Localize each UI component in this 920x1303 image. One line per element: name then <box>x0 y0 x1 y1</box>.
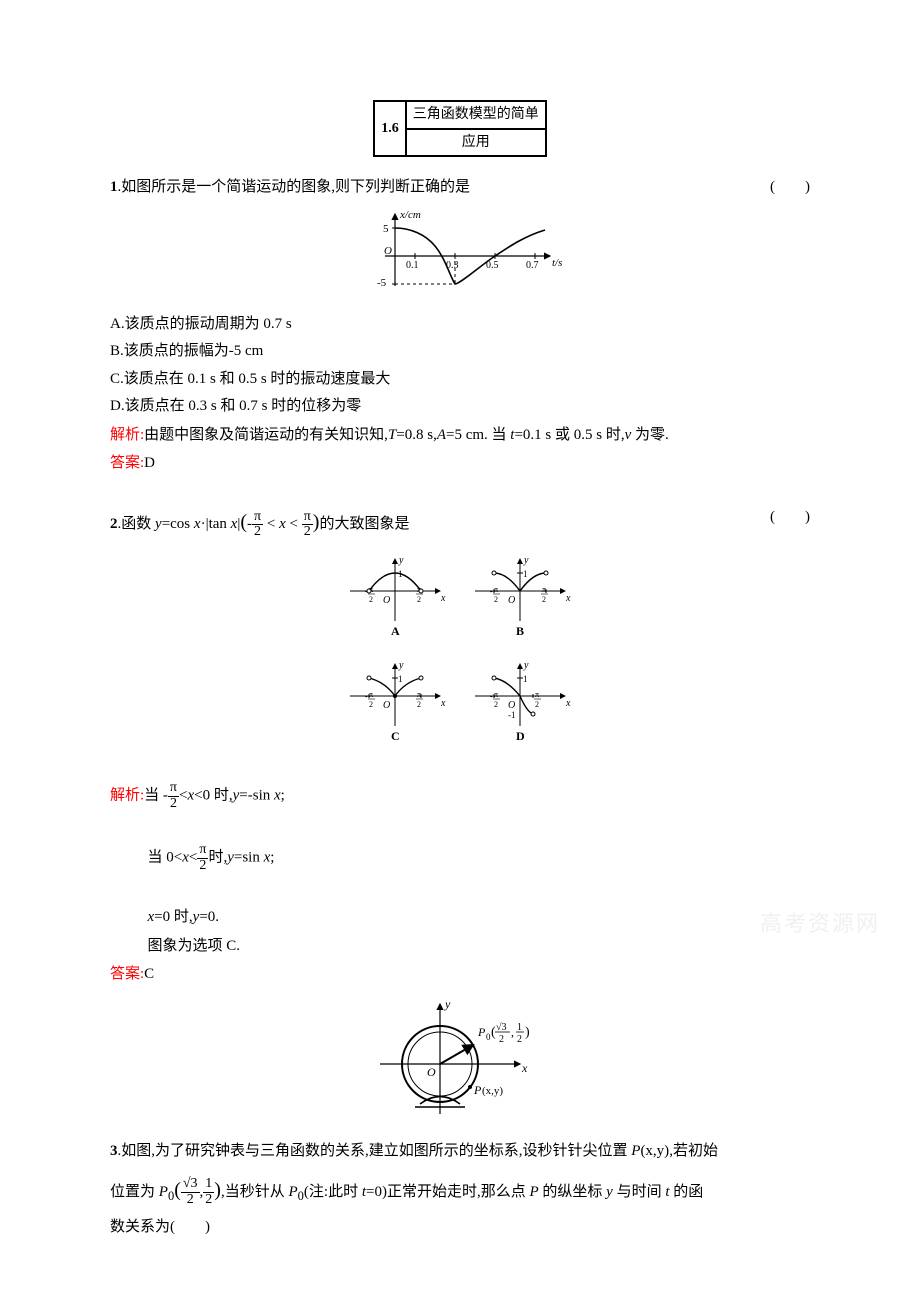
svg-text:-: - <box>490 587 493 596</box>
q1-xlabel: t/s <box>552 257 562 269</box>
q3-l3: 数关系为( ) <box>110 1215 810 1241</box>
svg-text:2: 2 <box>535 700 539 709</box>
svg-text:2: 2 <box>542 595 546 604</box>
q2-figure: y x O 1 -π2 π2 A y x O 1 -π2 π2 <box>110 546 810 776</box>
q2-analysis-l3: x=0 时,y=0. <box>110 905 810 931</box>
section-title-l1: 三角函数模型的简单 <box>406 101 546 129</box>
svg-text:π: π <box>535 690 539 699</box>
svg-text:O: O <box>508 595 515 606</box>
svg-text:2: 2 <box>494 595 498 604</box>
svg-text:,: , <box>511 1025 514 1039</box>
q1-paren-open: ( <box>770 179 775 195</box>
svg-text:O: O <box>383 700 390 711</box>
q1-xt-07: 0.7 <box>526 260 539 271</box>
q1-C: C.该质点在 0.1 s 和 0.5 s 时的振动速度最大 <box>110 367 810 393</box>
q2-analysis-l4: 图象为选项 C. <box>110 934 810 960</box>
svg-text:y: y <box>444 997 451 1011</box>
svg-text:2: 2 <box>417 700 421 709</box>
svg-text:1: 1 <box>523 569 528 579</box>
q2-analysis-l1: 解析:当 -π2<x<0 时,y=-sin x; <box>110 781 810 811</box>
q1-answer: 答案:D <box>110 451 810 477</box>
q1-paren-close: ) <box>805 179 810 195</box>
svg-text:O: O <box>383 595 390 606</box>
q2-num: 2 <box>110 516 118 532</box>
svg-text:2: 2 <box>417 595 421 604</box>
q3-l2: 位置为 P0(√32,12),当秒针从 P0(注:此时 t=0)正常开始走时,那… <box>110 1168 810 1212</box>
section-title-l2: 应用 <box>406 129 546 157</box>
svg-text:1: 1 <box>398 674 403 684</box>
svg-text:-: - <box>490 692 493 701</box>
svg-text:π: π <box>494 690 498 699</box>
q1-D: D.该质点在 0.3 s 和 0.7 s 时的位移为零 <box>110 394 810 420</box>
q1-xt-01: 0.1 <box>406 260 419 271</box>
q1-A: A.该质点的振动周期为 0.7 s <box>110 312 810 338</box>
q1-choices: A.该质点的振动周期为 0.7 s B.该质点的振幅为-5 cm C.该质点在 … <box>110 312 810 420</box>
q1-stem: .如图所示是一个简谐运动的图象,则下列判断正确的是 <box>118 179 471 195</box>
svg-text:π: π <box>542 585 546 594</box>
svg-text:2: 2 <box>494 700 498 709</box>
q1-analysis: 解析:由题中图象及简谐运动的有关知识知,T=0.8 s,A=5 cm. 当 t=… <box>110 423 810 449</box>
svg-text:x: x <box>565 593 571 604</box>
svg-text:P: P <box>473 1083 482 1097</box>
svg-text:√3: √3 <box>496 1022 507 1033</box>
q3-l1: 3.如图,为了研究钟表与三角函数的关系,建立如图所示的坐标系,设秒针针尖位置 P… <box>110 1139 810 1165</box>
q2-analysis-l2: 当 0<x<π2时,y=sin x; <box>110 843 810 873</box>
q2-answer: 答案:C <box>110 962 810 988</box>
q1-B: B.该质点的振幅为-5 cm <box>110 339 810 365</box>
svg-text:(x,y): (x,y) <box>482 1085 503 1097</box>
svg-text:y: y <box>398 555 404 566</box>
svg-text:): ) <box>525 1025 530 1040</box>
svg-text:P: P <box>477 1025 486 1039</box>
svg-text:D: D <box>516 729 525 743</box>
svg-text:2: 2 <box>369 700 373 709</box>
q3-figure: y x O P 0 ( √3 2 , 1 2 ) P (x,y) <box>110 994 810 1134</box>
q1-origin: O <box>384 245 392 257</box>
svg-text:-: - <box>365 692 368 701</box>
q1-num: 1 <box>110 179 118 195</box>
q1-answer-label: 答案: <box>110 455 144 471</box>
svg-text:π: π <box>494 585 498 594</box>
q1-ytick-5: 5 <box>383 223 389 235</box>
section-num: 1.6 <box>374 101 406 156</box>
q1-analysis-label: 解析: <box>110 427 144 443</box>
q2-row: 2.函数 y=cos x·|tan x|(-π2 < x < π2)的大致图象是… <box>110 505 810 540</box>
svg-text:y: y <box>523 555 529 566</box>
svg-text:π: π <box>417 690 421 699</box>
svg-text:x: x <box>440 698 446 709</box>
q1-row: 1.如图所示是一个简谐运动的图象,则下列判断正确的是 ( ) <box>110 175 810 201</box>
svg-text:1: 1 <box>523 674 528 684</box>
svg-text:y: y <box>398 660 404 671</box>
section-header: 1.6 三角函数模型的简单 应用 <box>110 100 810 175</box>
q1-ytick-neg5: -5 <box>377 277 387 289</box>
svg-text:x: x <box>440 593 446 604</box>
svg-text:x: x <box>521 1061 528 1075</box>
svg-text:2: 2 <box>369 595 373 604</box>
svg-text:2: 2 <box>517 1034 522 1045</box>
svg-text:x: x <box>565 698 571 709</box>
svg-text:π: π <box>369 690 373 699</box>
section-table: 1.6 三角函数模型的简单 应用 <box>373 100 547 157</box>
svg-text:A: A <box>391 624 400 638</box>
svg-text:B: B <box>516 624 524 638</box>
svg-text:O: O <box>427 1065 436 1079</box>
svg-text:1: 1 <box>517 1022 522 1033</box>
q1-analysis-text: 由题中图象及简谐运动的有关知识知, <box>144 427 388 443</box>
q1-figure: 5 -5 0.1 0.3 0.5 0.7 x/cm t/s O <box>110 206 810 306</box>
svg-text:C: C <box>391 729 400 743</box>
svg-text:y: y <box>523 660 529 671</box>
svg-text:2: 2 <box>499 1034 504 1045</box>
svg-text:-1: -1 <box>508 710 516 720</box>
q1-answer-text: D <box>144 455 155 471</box>
q1-ylabel: x/cm <box>399 209 421 221</box>
